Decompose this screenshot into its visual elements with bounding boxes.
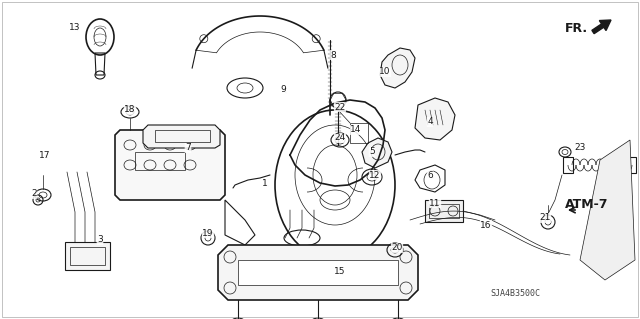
Text: 8: 8	[330, 50, 336, 60]
Bar	[425, 200, 463, 222]
Bar	[65, 242, 110, 270]
Text: 17: 17	[39, 151, 51, 160]
Text: 10: 10	[380, 68, 391, 77]
Text: 3: 3	[97, 235, 103, 244]
Bar	[563, 157, 573, 173]
Text: 16: 16	[480, 220, 492, 229]
Text: 13: 13	[69, 24, 81, 33]
Text: FR.: FR.	[565, 22, 588, 35]
Text: 18: 18	[124, 106, 136, 115]
Text: SJA4B3500C: SJA4B3500C	[490, 289, 540, 298]
Text: 19: 19	[202, 228, 214, 238]
Text: 9: 9	[280, 85, 286, 94]
Text: 22: 22	[334, 102, 346, 112]
Text: 11: 11	[429, 198, 441, 207]
Text: 7: 7	[185, 144, 191, 152]
Text: 14: 14	[350, 125, 362, 135]
Bar	[135, 152, 185, 170]
Polygon shape	[115, 130, 225, 200]
Polygon shape	[580, 140, 635, 280]
FancyArrow shape	[592, 20, 611, 34]
Polygon shape	[415, 98, 455, 140]
Text: 23: 23	[574, 144, 586, 152]
Text: 15: 15	[334, 268, 346, 277]
Polygon shape	[238, 260, 398, 285]
Text: 2: 2	[31, 189, 37, 198]
Polygon shape	[380, 48, 415, 88]
Bar	[626, 157, 636, 173]
Text: 12: 12	[369, 170, 381, 180]
Text: ATM-7: ATM-7	[565, 198, 609, 211]
Text: 1: 1	[262, 179, 268, 188]
Text: 21: 21	[540, 213, 550, 222]
Bar	[429, 204, 459, 218]
Bar	[350, 123, 368, 143]
Polygon shape	[218, 245, 418, 300]
Text: 4: 4	[427, 117, 433, 127]
Text: 5: 5	[369, 147, 375, 157]
Polygon shape	[143, 125, 220, 148]
Text: 20: 20	[391, 243, 403, 253]
Bar	[70, 247, 105, 265]
Polygon shape	[362, 138, 392, 168]
Bar	[155, 130, 210, 142]
Text: 6: 6	[427, 170, 433, 180]
Text: 24: 24	[334, 133, 346, 143]
